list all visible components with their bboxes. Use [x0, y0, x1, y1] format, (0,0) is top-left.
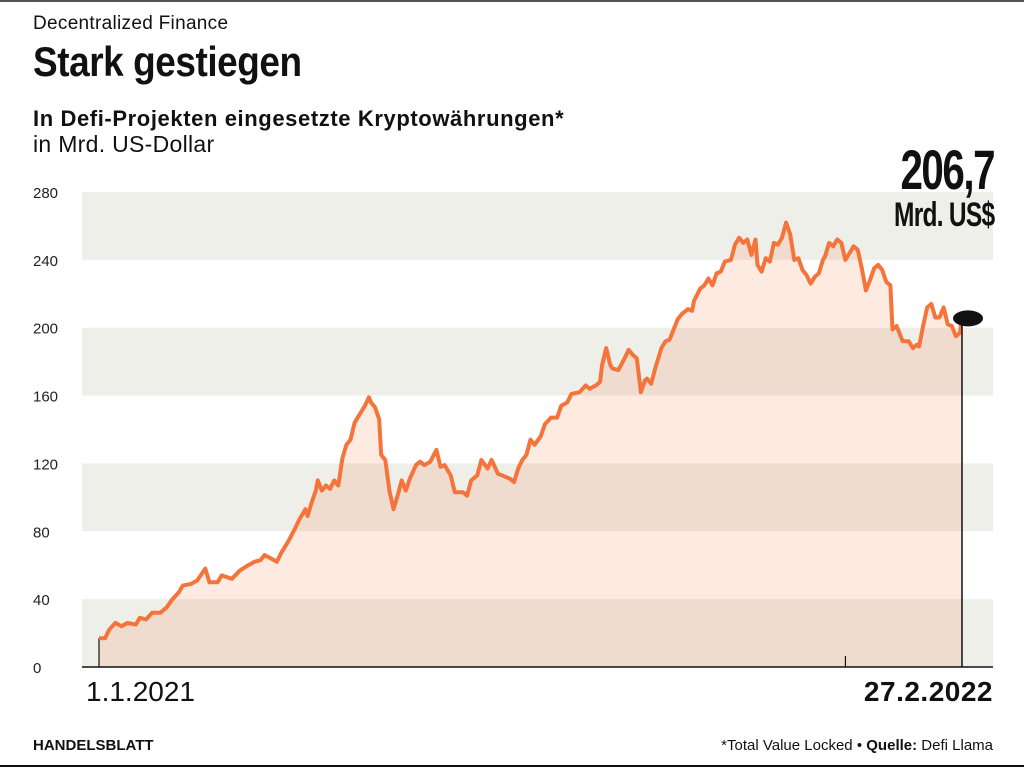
y-tick-label: 160 [33, 389, 58, 406]
source-name: Defi Llama [921, 737, 993, 754]
y-tick-label: 280 [33, 185, 58, 202]
end-marker-dot [953, 310, 983, 327]
series-line [99, 220, 964, 641]
grid-band [82, 463, 993, 532]
source-label: Quelle: [866, 737, 918, 754]
y-tick-label: 200 [33, 321, 58, 338]
y-tick-label: 240 [33, 253, 58, 270]
y-tick-label: 40 [33, 592, 50, 609]
y-tick-label: 120 [33, 456, 58, 473]
unit-label: in Mrd. US-Dollar [33, 131, 215, 157]
highlight-unit: Mrd. US$ [893, 196, 995, 234]
chart-title: Stark gestiegen [33, 38, 302, 85]
y-tick-label: 0 [33, 660, 41, 677]
kicker: Decentralized Finance [33, 13, 229, 34]
bottom-rule [0, 765, 1024, 767]
y-tick-label: 80 [33, 524, 50, 541]
brand-logo: HANDELSBLATT [33, 737, 154, 754]
chart-subtitle: In Defi-Projekten eingesetzte Kryptowähr… [33, 106, 565, 131]
x-label-end: 27.2.2022 [863, 676, 993, 707]
x-label-start: 1.1.2021 [86, 676, 195, 707]
source-note: *Total Value Locked • Quelle: Defi Llama [721, 737, 993, 754]
grid-band [82, 327, 993, 396]
footnote: *Total Value Locked [721, 737, 853, 754]
top-rule [0, 0, 1024, 2]
highlight-value: 206,7 [900, 138, 995, 201]
grid-band [82, 599, 993, 667]
separator: • [856, 737, 863, 754]
